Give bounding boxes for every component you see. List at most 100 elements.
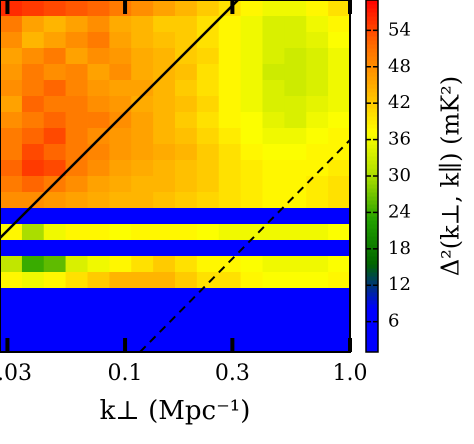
heatmap-cell [65,128,88,145]
heatmap-cell [284,0,307,17]
heatmap-cell [21,80,45,97]
heatmap-cell [284,208,307,225]
heatmap-cell [87,192,110,209]
colorbar-segment [366,180,378,185]
heatmap-cell [131,0,154,17]
heatmap-cell [196,336,220,353]
heatmap-cell [65,208,88,225]
heatmap-cell [240,32,263,49]
heatmap-cell [306,256,329,273]
heatmap-cell [306,144,329,161]
colorbar-segment [366,88,378,93]
heatmap-cell [284,224,307,241]
heatmap-cell [43,144,66,161]
colorbar-tick-label: 12 [388,274,411,295]
heatmap-cell [21,48,45,65]
colorbar-segment [366,104,378,109]
heatmap-cell [43,48,66,65]
heatmap-cell [284,112,307,129]
colorbar-segment [366,36,378,41]
heatmap-cell [218,112,242,129]
heatmap-cell [43,272,66,289]
heatmap-cell [43,240,66,257]
heatmap-cell [109,160,132,177]
heatmap-cell [65,336,88,353]
colorbar-segment [366,216,378,221]
heatmap-cell [131,320,154,337]
colorbar-segment [366,164,378,169]
heatmap-cell [65,112,88,129]
heatmap-cell [218,192,242,209]
colorbar-segment [366,76,378,81]
heatmap-cell [174,80,198,97]
heatmap-cell [328,192,351,209]
heatmap-cell [218,208,242,225]
heatmap-cell [65,304,88,321]
colorbar-segment [366,276,378,281]
heatmap-cell [284,160,307,177]
colorbar-segment [366,116,378,121]
heatmap-cell [174,16,198,33]
colorbar-segment [366,48,378,53]
heatmap-cell [174,128,198,145]
heatmap-cell [0,16,23,33]
heatmap-cell [240,112,263,129]
heatmap-cell [109,320,132,337]
heatmap-cell [109,0,132,17]
colorbar-segment [366,148,378,153]
x-tick-label: 0.03 [0,361,32,386]
colorbar-segment [366,132,378,137]
colorbar-segment [366,336,378,341]
heatmap-cell [21,144,45,161]
heatmap-cell [65,48,88,65]
heatmap-cell [174,272,198,289]
heatmap-cell [87,64,110,81]
colorbar-segment [366,144,378,149]
heatmap-cell [153,208,176,225]
heatmap-cell [284,128,307,145]
colorbar-segment [366,40,378,45]
heatmap-cell [131,336,154,353]
heatmap-cell [218,48,242,65]
heatmap-cell [0,128,23,145]
heatmap-cell [218,272,242,289]
heatmap-cell [262,96,285,113]
colorbar-segment [366,204,378,209]
x-axis-label: k⊥ (Mpc⁻¹) [100,396,251,426]
heatmap-cell [306,128,329,145]
heatmap-cell [21,128,45,145]
colorbar-segment [366,84,378,89]
colorbar-segment [366,44,378,49]
heatmap-cell [196,208,220,225]
heatmap-cell [21,32,45,49]
heatmap-cell [87,272,110,289]
heatmap-cell [21,320,45,337]
heatmap-cell [153,304,176,321]
colorbar-segment [366,64,378,69]
heatmap-cell [0,192,23,209]
heatmap-cell [153,32,176,49]
heatmap-cell [21,96,45,113]
heatmap-cell [306,176,329,193]
heatmap-cell [328,32,351,49]
colorbar-segment [366,292,378,297]
heatmap-cell [87,0,110,17]
x-tick-label: 0.3 [215,361,250,386]
heatmap-cell [153,240,176,257]
colorbar-segment [366,60,378,65]
heatmap-cell [131,176,154,193]
heatmap-cell [284,144,307,161]
heatmap-cell [65,288,88,305]
heatmap-cell [174,336,198,353]
heatmap-cell [284,80,307,97]
heatmap-cell [240,80,263,97]
heatmap-cell [328,272,351,289]
heatmap-cell [131,288,154,305]
colorbar-segment [366,160,378,165]
heatmap-cell [240,48,263,65]
heatmap-cell [43,256,66,273]
heatmap-cell [153,128,176,145]
heatmap-cell [131,272,154,289]
heatmap-cell [284,336,307,353]
heatmap-cell [174,224,198,241]
